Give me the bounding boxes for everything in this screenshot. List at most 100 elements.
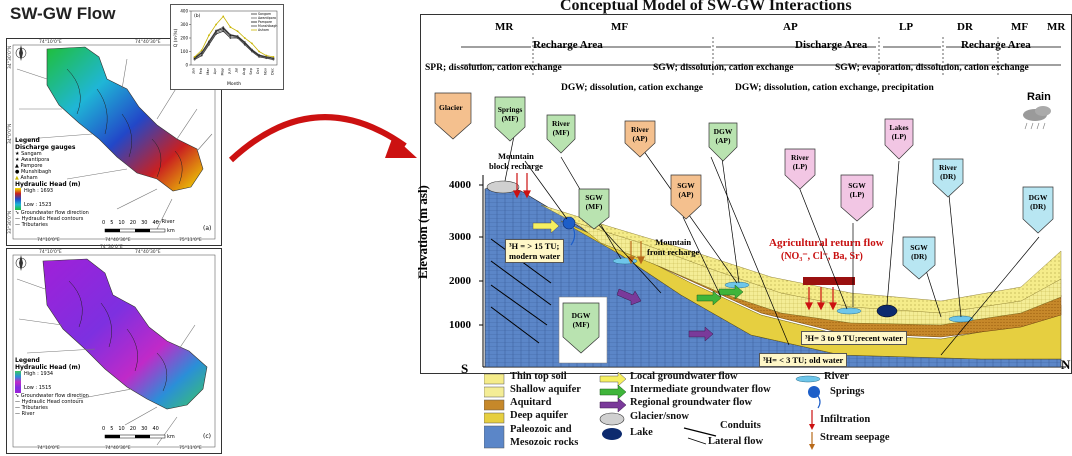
map-c-flow-direction: ➘ Groundwater flow direction — [15, 393, 89, 399]
chart-b-ytick-label: 400 — [180, 9, 188, 14]
legend-glacier: Glacier/snow — [630, 411, 689, 422]
chart-b-ytick-label: 300 — [180, 22, 188, 27]
pentagon-river-mf — [546, 114, 576, 154]
chart-b-point — [200, 54, 203, 57]
basin-c — [42, 258, 208, 410]
legend-thin-soil: Thin top soil — [510, 371, 567, 382]
chart-b-xtick-label: Oct — [256, 67, 260, 74]
legend-regional-flow: Regional groundwater flow — [630, 397, 753, 408]
map-a-legend: Legend Discharge gauges ★ Sangam ★ Awant… — [15, 137, 89, 228]
springs-icon — [562, 216, 576, 230]
map-a-river: — River — [155, 219, 175, 225]
river-lp-label: River (LP) — [791, 153, 809, 171]
map-a-low: Low : 1523 — [24, 202, 52, 208]
map-a-panel-letter: (a) — [203, 225, 212, 232]
glacier-snow — [486, 180, 520, 194]
legend-seepage: Stream seepage — [820, 432, 890, 443]
zone-mr-right: MR — [1047, 21, 1066, 33]
map-a-coord-left-2: 34°0'0"N — [8, 123, 13, 144]
map-a-coord-left-3: 33°30'0"N — [8, 210, 13, 234]
map-c-coord-bottom-2: 74°40'30"E — [105, 446, 131, 451]
zone-lp: LP — [899, 21, 914, 33]
process-spr: SPR; dissolution, cation exchange — [425, 63, 562, 73]
chart-b-point — [258, 53, 260, 56]
legend-river: River — [824, 371, 850, 382]
map-a-high: High : 1693 — [24, 188, 54, 194]
process-sgw-mid: SGW; dissolution, cation exchange — [653, 63, 794, 73]
chart-b-point — [229, 33, 232, 36]
chart-b-xtick-label: Apr — [213, 67, 217, 74]
chart-b-point — [222, 26, 225, 29]
chart-b-xtick-label: Mar — [206, 67, 210, 74]
chart-b-point — [258, 50, 260, 53]
conceptual-diagram: MR MF AP LP DR MF MR Recharge Area Disch… — [415, 14, 1072, 376]
map-c-scale-unit: km — [167, 434, 175, 440]
pentagon-sgw-lp — [840, 174, 874, 222]
zone-mf-left: MF — [611, 21, 629, 33]
basin-a — [46, 46, 204, 192]
chart-b-point — [208, 40, 210, 43]
elev-tick-4000: 4000 — [449, 179, 471, 191]
chart-b-xtick-label: Jun — [227, 68, 231, 75]
thin-top-soil — [540, 204, 1062, 314]
sgw-ap-label: SGW (AP) — [677, 181, 695, 199]
compass-icon-c — [15, 255, 27, 271]
diagram-svg — [434, 37, 1066, 368]
chart-b-panel: 0 100 200 300 400 Jan Feb Mar Apr May Jun Jul Aug Sep… — [170, 4, 284, 90]
pentagon-dgw-ap — [708, 122, 738, 162]
legend-deep: Deep aquifer — [510, 410, 569, 421]
legend-lateral: Lateral flow — [708, 436, 764, 447]
chart-b-xtick-label: Jul — [235, 68, 239, 73]
pentagon-lakes-lp — [884, 118, 914, 160]
map-a-legend-gauges: Discharge gauges — [15, 144, 76, 151]
map-c-scale-labels: 0 5 10 20 30 40 — [102, 426, 159, 432]
map-a-coord-left-1: 34°30'0"N — [8, 45, 13, 69]
tritium-modern-box: ³H = > 15 TU; modern water — [505, 239, 565, 263]
elevation-axis-label: Elevation (m asl) — [415, 185, 430, 279]
process-dgw-left: DGW; dissolution, cation exchange — [561, 83, 703, 93]
chart-b-point — [243, 41, 246, 43]
legend-infiltration: Infiltration — [820, 414, 871, 425]
chart-b-svg: 0 100 200 300 400 Jan Feb Mar Apr May Jun Jul Aug Sep… — [173, 9, 277, 88]
zone-ap: AP — [783, 21, 798, 33]
lake-icon — [876, 304, 898, 318]
map-c-legend-title: Legend — [15, 357, 40, 364]
map-a-scale-labels: 0 5 10 20 30 40 — [102, 220, 159, 226]
river-dr-label: River (DR) — [939, 163, 957, 181]
chart-b-point — [215, 23, 217, 26]
mountain-block-label: Mountain block recharge — [489, 151, 543, 171]
pentagon-sgw-dr — [902, 236, 936, 280]
right-title: Conceptual Model of SW-GW Interactions — [560, 0, 852, 14]
chart-b-legend-entry: Pampore — [258, 20, 272, 24]
chart-b-xtick-label: Dec — [270, 68, 274, 75]
zone-dr: DR — [957, 21, 973, 33]
map-a-coord-bottom2: 74°30'0"E — [100, 245, 123, 250]
map-a-coord-top-2: 74°40'30"E — [135, 40, 161, 45]
map-a-gauge-1: ★ Sangam — [15, 151, 42, 157]
local-flow-arrow — [532, 218, 560, 234]
chart-b-series-line-0 — [194, 30, 274, 60]
elev-tick-2000: 2000 — [449, 275, 471, 287]
sgw-dr-label: SGW (DR) — [910, 243, 928, 261]
map-c-panel-letter: (c) — [203, 433, 211, 440]
conduits — [490, 238, 552, 344]
tritium-recent-box: ³H= 3 to 9 TU;recent water — [801, 331, 907, 345]
chart-b-ylabel: Q (m³/s) — [173, 28, 179, 47]
pentagon-river-lp — [784, 148, 816, 190]
chart-b-xlabel: Month — [227, 81, 241, 87]
map-a-coord-bottom-1: 74°10'0"E — [37, 238, 60, 243]
chart-b-ytick-label: 100 — [180, 49, 188, 54]
intermediate-flow-arrows — [696, 284, 744, 306]
map-a-coord-top-1: 74°10'0"E — [39, 40, 62, 45]
discharge-area: Discharge Area — [795, 39, 868, 51]
map-a-head-title: Hydraulic Head (m) — [15, 181, 81, 188]
legend-conduits: Conduits — [720, 420, 761, 431]
chart-b-series-line-1 — [194, 29, 274, 60]
chart-b-point — [229, 35, 232, 38]
dgw-ap-label: DGW (AP) — [713, 127, 733, 145]
map-a-contours: — Hydraulic Head contours — [15, 216, 84, 222]
map-c-low: Low : 1515 — [24, 385, 52, 391]
chart-b-point — [200, 51, 203, 54]
map-a-flow-direction: ➘ Groundwater flow direction — [15, 210, 89, 216]
map-a-svg — [12, 44, 216, 240]
